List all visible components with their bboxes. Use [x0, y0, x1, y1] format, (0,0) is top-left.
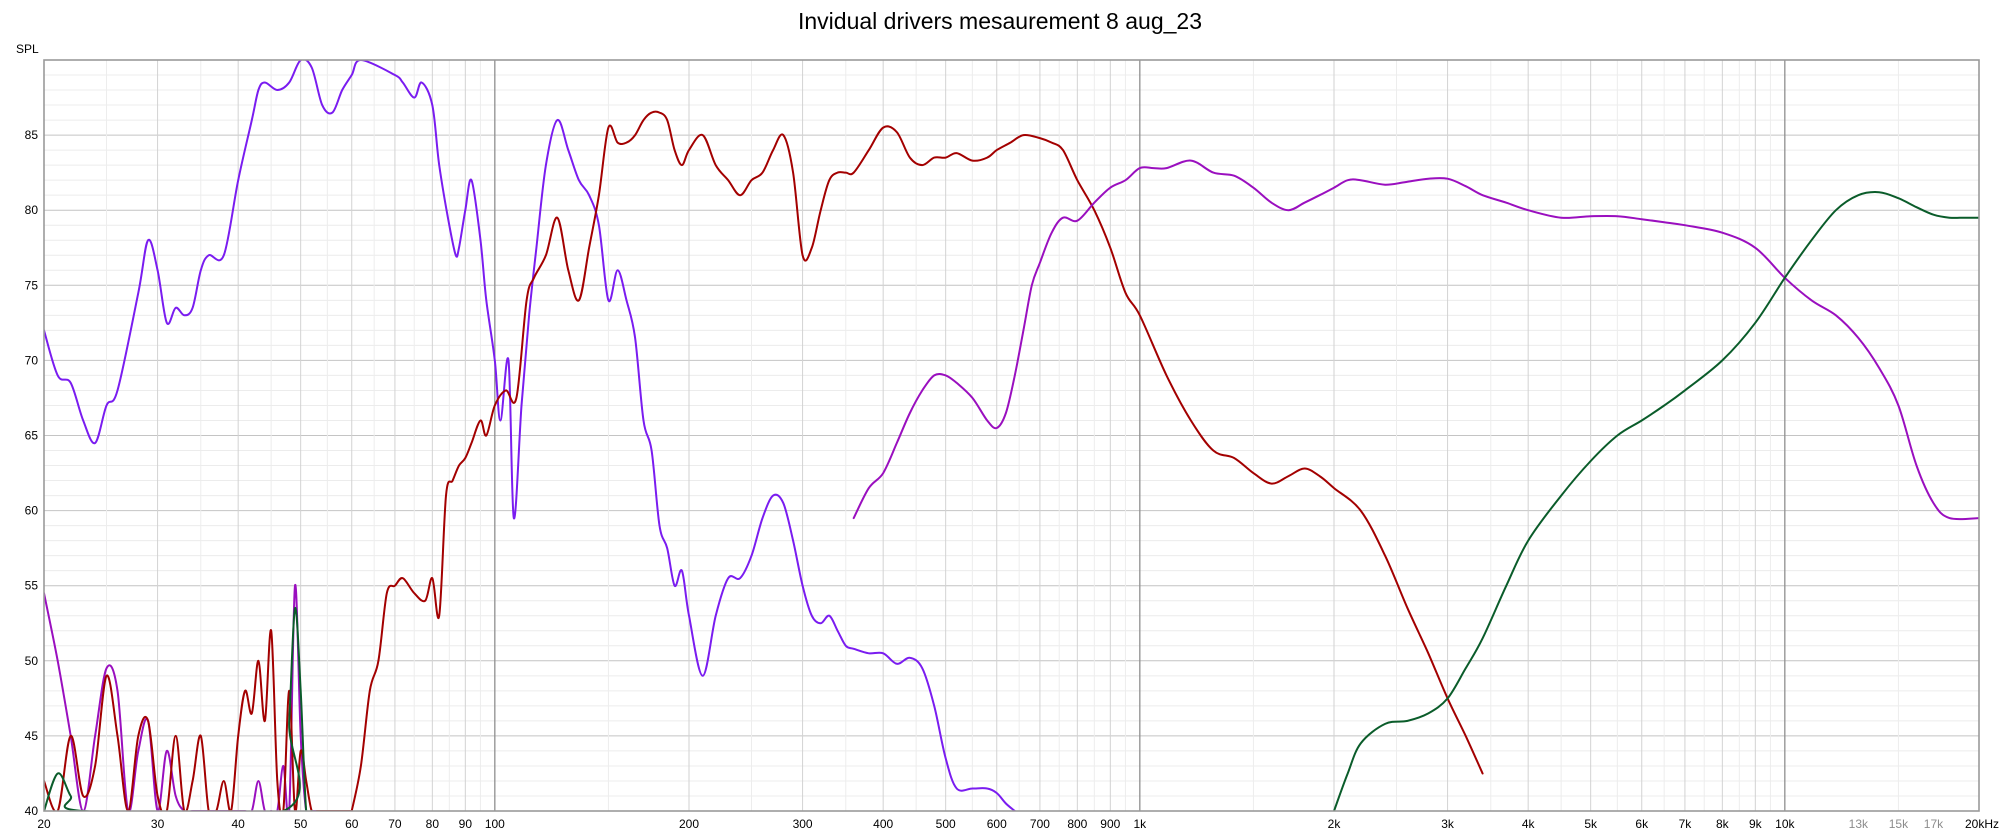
x-tick-label: 700: [1030, 817, 1050, 831]
x-tick-label: 5k: [1584, 817, 1598, 831]
x-tick-label: 100: [485, 817, 505, 831]
x-tick-label: 9k: [1749, 817, 1763, 831]
x-tick-label: 4k: [1522, 817, 1536, 831]
y-tick-label: 40: [25, 804, 39, 818]
y-tick-label: 75: [25, 278, 39, 292]
y-tick-label: 80: [25, 203, 39, 217]
series-line-6: [44, 629, 353, 811]
y-axis-label: SPL: [16, 42, 39, 56]
y-tick-label: 70: [25, 353, 39, 367]
series-line-7: [44, 607, 313, 811]
x-tick-label: 600: [987, 817, 1007, 831]
x-tick-label: 8k: [1716, 817, 1730, 831]
series-line-2: [350, 110, 1484, 811]
y-tick-label: 45: [25, 729, 39, 743]
axis-layer: 40 45 50 55 60 65 70 75 80 85 20 30 40 50 60 70 80 90 100 2…: [25, 128, 1999, 831]
series-line-5: [44, 584, 344, 811]
series-line-4: [1333, 191, 1979, 811]
x-tick-label: 3k: [1441, 817, 1455, 831]
x-tick-label: 300: [793, 817, 813, 831]
x-tick-label: 1k: [1133, 817, 1147, 831]
x-tick-label: 70: [388, 817, 402, 831]
series-line-1: [44, 60, 1016, 811]
y-tick-label: 50: [25, 654, 39, 668]
x-tick-label: 50: [294, 817, 308, 831]
x-tick-label: 30: [151, 817, 165, 831]
x-tick-label: 20kHz: [1965, 817, 1999, 831]
x-tick-label: 90: [459, 817, 473, 831]
x-tick-label: 900: [1100, 817, 1120, 831]
x-tick-label: 15k: [1889, 817, 1909, 831]
x-tick-label: 7k: [1679, 817, 1693, 831]
y-tick-label: 60: [25, 504, 39, 518]
x-tick-label: 80: [426, 817, 440, 831]
x-tick-label: 13k: [1849, 817, 1869, 831]
series-line-3: [852, 159, 1979, 521]
x-tick-label: 400: [873, 817, 893, 831]
plot-frame: [43, 59, 1980, 812]
x-tick-label: 10k: [1775, 817, 1795, 831]
x-tick-label: 500: [936, 817, 956, 831]
x-tick-label: 2k: [1328, 817, 1342, 831]
y-tick-label: 55: [25, 579, 39, 593]
x-tick-label: 20: [37, 817, 51, 831]
x-tick-label: 17k: [1924, 817, 1944, 831]
x-tick-label: 200: [679, 817, 699, 831]
chart-title: Invidual drivers mesaurement 8 aug_23: [797, 8, 1202, 34]
x-tick-label: 6k: [1635, 817, 1649, 831]
y-tick-label: 85: [25, 128, 39, 142]
x-tick-label: 60: [345, 817, 359, 831]
series-layer: [44, 60, 1979, 811]
x-tick-label: 800: [1067, 817, 1087, 831]
x-tick-label: 40: [231, 817, 245, 831]
y-tick-label: 65: [25, 429, 39, 443]
